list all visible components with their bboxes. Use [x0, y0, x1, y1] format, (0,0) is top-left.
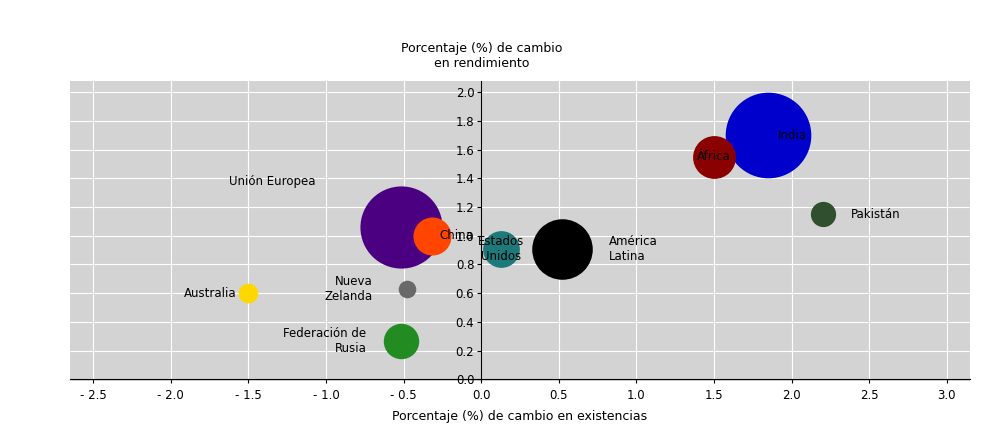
Point: [760, 132, 776, 139]
Point: [240, 289, 256, 297]
Point: [399, 285, 415, 293]
Text: China: China: [439, 229, 473, 242]
Text: América
Latina: América Latina: [608, 235, 657, 263]
Point: [393, 337, 409, 344]
Text: Porcentaje (%) de cambio
en rendimiento: Porcentaje (%) de cambio en rendimiento: [401, 42, 562, 69]
Point: [424, 232, 440, 239]
Text: Federación de
Rusia: Federación de Rusia: [283, 327, 366, 354]
Text: Nueva
Zelanda: Nueva Zelanda: [324, 275, 373, 303]
Text: Pakistán: Pakistán: [851, 208, 900, 221]
Text: India: India: [778, 129, 807, 142]
Point: [706, 153, 722, 160]
Point: [554, 245, 570, 252]
Text: Australia: Australia: [183, 287, 236, 300]
Point: [815, 211, 831, 218]
Point: [393, 224, 409, 231]
Point: [493, 245, 509, 252]
X-axis label: Porcentaje (%) de cambio en existencias: Porcentaje (%) de cambio en existencias: [392, 410, 648, 423]
Text: Estados
Unidos: Estados Unidos: [478, 235, 525, 263]
Text: África: África: [697, 150, 731, 163]
Text: Unión Europea: Unión Europea: [229, 175, 315, 188]
